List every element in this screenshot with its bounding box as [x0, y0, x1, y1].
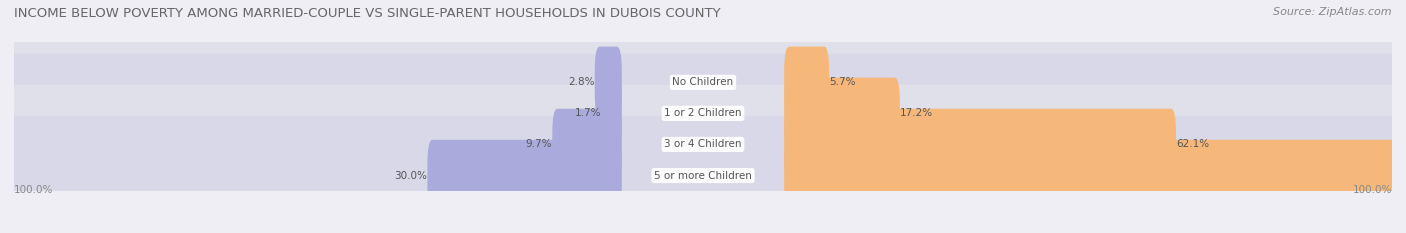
FancyBboxPatch shape	[785, 47, 830, 118]
Text: 3 or 4 Children: 3 or 4 Children	[664, 140, 742, 149]
Text: 100.0%: 100.0%	[1353, 185, 1392, 195]
FancyBboxPatch shape	[4, 23, 1402, 142]
FancyBboxPatch shape	[4, 85, 1402, 204]
FancyBboxPatch shape	[427, 140, 621, 211]
FancyBboxPatch shape	[602, 78, 621, 149]
Text: 17.2%: 17.2%	[900, 108, 934, 118]
FancyBboxPatch shape	[785, 109, 1175, 180]
FancyBboxPatch shape	[4, 54, 1402, 173]
Text: INCOME BELOW POVERTY AMONG MARRIED-COUPLE VS SINGLE-PARENT HOUSEHOLDS IN DUBOIS : INCOME BELOW POVERTY AMONG MARRIED-COUPL…	[14, 7, 721, 20]
FancyBboxPatch shape	[785, 140, 1406, 211]
Text: 5 or more Children: 5 or more Children	[654, 171, 752, 181]
FancyBboxPatch shape	[553, 109, 621, 180]
Text: Source: ZipAtlas.com: Source: ZipAtlas.com	[1274, 7, 1392, 17]
Text: 30.0%: 30.0%	[395, 171, 427, 181]
Text: 2.8%: 2.8%	[568, 77, 595, 87]
Text: 100.0%: 100.0%	[14, 185, 53, 195]
Text: 1.7%: 1.7%	[575, 108, 602, 118]
Text: 9.7%: 9.7%	[526, 140, 553, 149]
FancyBboxPatch shape	[785, 78, 900, 149]
Text: No Children: No Children	[672, 77, 734, 87]
Text: 62.1%: 62.1%	[1175, 140, 1209, 149]
Text: 1 or 2 Children: 1 or 2 Children	[664, 108, 742, 118]
FancyBboxPatch shape	[595, 47, 621, 118]
FancyBboxPatch shape	[4, 116, 1402, 233]
Text: 5.7%: 5.7%	[830, 77, 856, 87]
